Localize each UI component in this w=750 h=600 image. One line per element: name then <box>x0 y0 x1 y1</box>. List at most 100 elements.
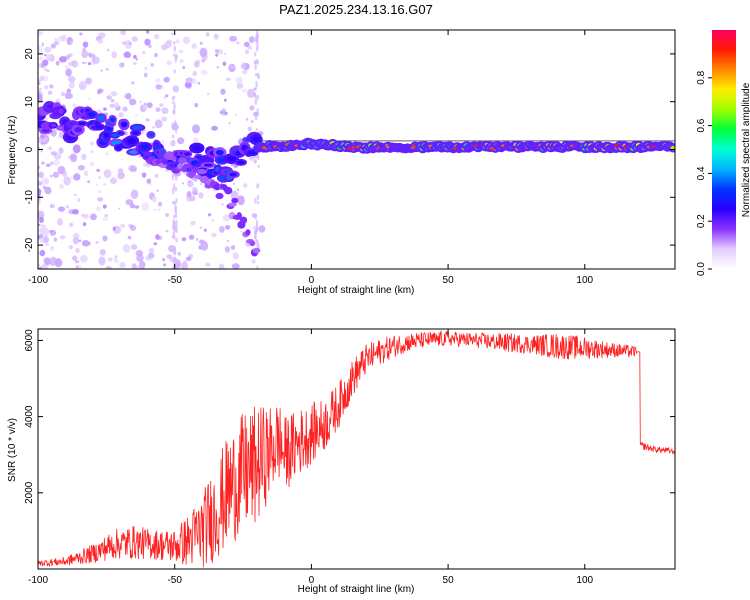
spectral-streak-blob <box>255 59 258 64</box>
spectral-noise-blob <box>200 182 203 186</box>
spectral-noise-blob <box>105 68 109 71</box>
spectral-noise-blob <box>250 119 254 124</box>
spectral-streak-blob <box>175 198 178 204</box>
spectral-noise-blob <box>166 60 172 66</box>
spectral-noise-blob <box>119 62 125 68</box>
spectral-noise-blob <box>68 82 75 89</box>
snr-y-ticks: 2000 4000 6000 <box>24 329 675 504</box>
spectral-noise-blob <box>70 154 77 163</box>
spectral-noise-blob <box>249 154 257 162</box>
spectral-ridge-core <box>248 151 256 155</box>
spectral-noise-blob <box>77 165 85 171</box>
snr-x-ticks: -100 -50 0 50 100 <box>28 329 594 586</box>
spectral-streak-blob <box>172 183 176 190</box>
spectral-noise-blob <box>118 112 124 118</box>
spectral-noise-blob <box>234 113 237 117</box>
spectral-noise-blob <box>82 41 89 48</box>
spectral-noise-blob <box>75 247 80 254</box>
spectral-noise-blob <box>224 224 231 230</box>
spectral-noise-blob <box>122 244 131 253</box>
spectral-noise-blob <box>79 254 88 263</box>
spectral-noise-blob <box>154 208 157 211</box>
spectral-noise-blob <box>127 235 132 240</box>
spectral-noise-blob <box>81 239 90 247</box>
spectral-noise-blob <box>38 234 41 240</box>
spectral-streak-blob <box>171 122 174 127</box>
spectral-noise-blob <box>49 256 58 267</box>
spectral-noise-blob <box>185 256 192 262</box>
spectral-noise-blob <box>242 69 248 75</box>
spectral-noise-blob <box>100 69 103 72</box>
spectral-noise-blob <box>81 50 89 59</box>
spectral-noise-blob <box>144 102 147 106</box>
spectral-noise-blob <box>63 176 71 186</box>
spectral-noise-blob <box>114 255 118 258</box>
spectral-streak-blob <box>254 214 258 220</box>
spectral-noise-blob <box>41 44 44 47</box>
spectral-ridge-core <box>237 160 245 165</box>
spectral-streak-blob <box>256 95 259 101</box>
spectral-noise-blob <box>44 54 47 57</box>
spectral-noise-blob <box>60 34 67 42</box>
spectral-streak-blob <box>257 153 260 161</box>
spectral-ridge-core <box>117 131 124 135</box>
spectral-noise-blob <box>44 117 49 121</box>
spectral-secondary-blob <box>197 168 207 175</box>
spectral-noise-blob <box>105 265 112 269</box>
spectral-streak-blob <box>172 224 176 230</box>
chart-title: PAZ1.2025.234.13.16.G07 <box>279 2 433 17</box>
spectral-noise-blob <box>221 203 224 206</box>
spectral-noise-blob <box>40 224 48 234</box>
spectral-streak-blob <box>256 72 260 78</box>
colorbar: 0.0 0.2 0.4 0.6 0.8 Normalized spectral ampl… <box>696 30 750 276</box>
spectral-noise-blob <box>243 41 250 48</box>
spectral-noise-blob <box>141 202 150 212</box>
spectral-noise-blob <box>102 216 109 221</box>
spectral-streak-blob <box>174 212 178 219</box>
spectral-noise-blob <box>178 49 184 54</box>
spectral-streak-blob <box>255 128 259 132</box>
spectral-noise-blob <box>243 183 248 188</box>
spectral-noise-blob <box>154 173 159 178</box>
spectral-noise-blob <box>181 261 188 269</box>
spectral-ridge-core <box>148 132 154 137</box>
spectral-noise-blob <box>40 150 43 153</box>
spectral-noise-blob <box>131 244 138 250</box>
spectral-noise-blob <box>72 144 81 154</box>
spectral-streak-blob <box>175 219 178 226</box>
spectral-noise-blob <box>146 178 152 184</box>
spectral-streak-blob <box>171 134 175 139</box>
spectral-noise-blob <box>66 36 73 46</box>
spectral-noise-blob <box>165 212 169 217</box>
spectral-noise-blob <box>141 172 147 178</box>
spectral-streak-blob <box>172 214 176 219</box>
spectral-noise-blob <box>111 51 118 59</box>
spectral-noise-blob <box>78 80 87 91</box>
spectral-ridge-core <box>50 123 57 128</box>
spectral-noise-blob <box>154 119 163 129</box>
spectral-streak-blob <box>174 186 178 192</box>
spectral-noise-blob <box>52 159 60 167</box>
colorbar-ticks: 0.0 0.2 0.4 0.6 0.8 <box>696 70 712 276</box>
spectral-noise-blob <box>129 203 136 209</box>
spectral-noise-blob <box>194 102 199 108</box>
spectral-noise-blob <box>50 205 53 208</box>
spectral-noise-blob <box>146 102 153 109</box>
spectral-trace-layer <box>38 101 675 257</box>
spectral-noise-blob <box>232 252 239 260</box>
spectral-noise-blob <box>181 181 184 185</box>
spectral-noise-blob <box>57 218 64 226</box>
spectral-noise-blob <box>39 237 45 243</box>
spectral-noise-blob <box>99 248 106 256</box>
spectral-noise-blob <box>171 200 177 205</box>
spectral-noise-blob <box>65 65 68 69</box>
spectral-noise-blob <box>192 124 200 134</box>
spectral-noise-blob <box>131 81 135 85</box>
spectral-noise-blob <box>245 117 249 121</box>
spectral-noise-blob <box>71 60 79 68</box>
spectrogram-y-tick-label: 20 <box>24 48 35 60</box>
spectral-noise-blob <box>151 126 156 129</box>
spectral-noise-blob <box>144 38 151 46</box>
spectral-noise-blob <box>124 93 129 99</box>
spectral-streak-blob <box>171 96 175 101</box>
